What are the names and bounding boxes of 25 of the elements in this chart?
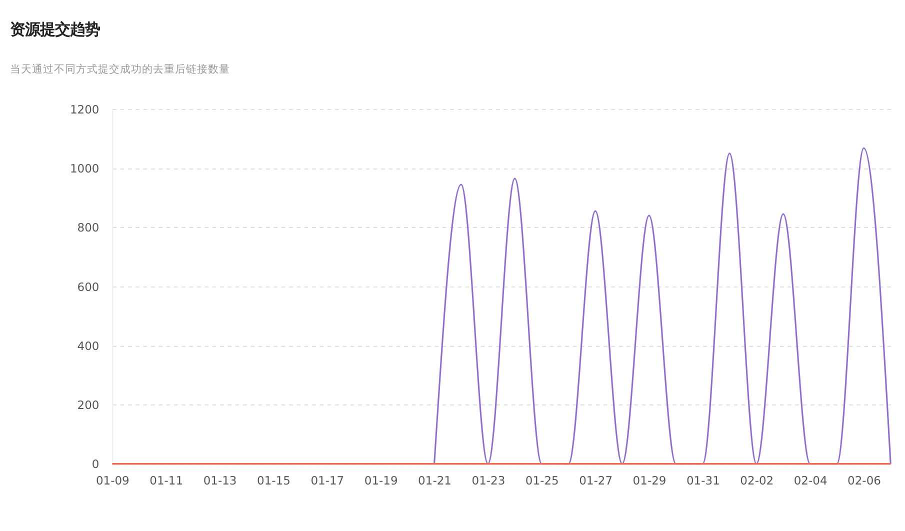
x-tick-label: 01-09: [96, 473, 130, 488]
x-tick-label: 01-21: [418, 473, 452, 488]
x-tick-label: 01-31: [686, 473, 720, 488]
y-tick-label: 600: [77, 280, 100, 294]
line-series: [434, 147, 892, 465]
x-tick-label: 01-17: [310, 473, 344, 488]
y-tick-label: 200: [77, 398, 100, 412]
y-tick-label: 1200: [70, 102, 100, 116]
x-tick-label: 02-06: [848, 473, 881, 488]
x-tick-label: 01-27: [579, 473, 613, 488]
chart-subtitle: 当天通过不同方式提交成功的去重后链接数量: [10, 62, 230, 76]
x-tick-label: 01-13: [203, 473, 237, 488]
x-tick-label: 02-02: [740, 473, 774, 488]
x-tick-label: 01-23: [472, 473, 506, 488]
y-tick-label: 0: [92, 457, 100, 472]
y-tick-label: 400: [77, 338, 100, 353]
y-tick-label: 1000: [70, 162, 100, 176]
x-tick-label: 01-19: [364, 473, 398, 488]
y-tick-label: 800: [77, 220, 100, 235]
x-tick-label: 01-11: [150, 473, 184, 488]
x-tick-label: 02-04: [794, 473, 828, 488]
x-tick-label: 01-29: [632, 473, 666, 488]
x-tick-label: 01-15: [256, 473, 290, 488]
x-tick-label: 01-25: [525, 473, 559, 488]
chart-title: 资源提交趋势: [10, 20, 100, 38]
